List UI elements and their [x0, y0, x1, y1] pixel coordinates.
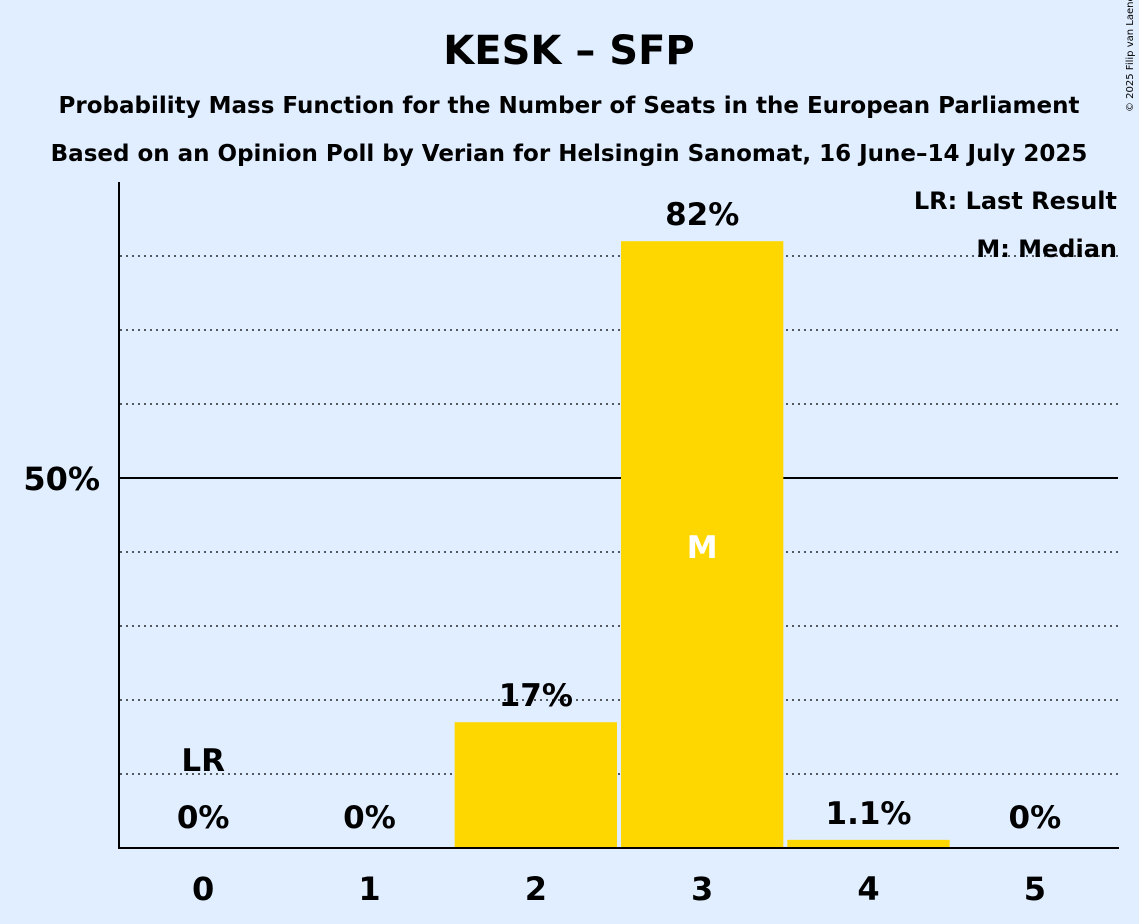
- legend-median: M: Median: [976, 235, 1117, 263]
- copyright-text: © 2025 Filip van Laenen: [1125, 0, 1136, 112]
- legend-last-result: LR: Last Result: [914, 187, 1117, 215]
- gridlines: [120, 255, 1118, 775]
- bar: [454, 722, 617, 848]
- chart-subtitle-1: Probability Mass Function for the Number…: [59, 93, 1080, 119]
- bars: [454, 241, 950, 848]
- x-tick-label: 3: [691, 870, 713, 908]
- y-tick-label: 50%: [23, 460, 100, 498]
- bar: [621, 241, 784, 848]
- data-label: 1.1%: [826, 796, 912, 832]
- x-tick-label: 2: [525, 870, 547, 908]
- data-label: 82%: [665, 197, 739, 233]
- bar: [787, 839, 950, 848]
- x-tick-label: 5: [1024, 870, 1046, 908]
- last-result-marker: LR: [181, 743, 225, 779]
- chart-title: KESK – SFP: [443, 28, 694, 74]
- data-label: 0%: [343, 800, 396, 836]
- x-tick-label: 4: [857, 870, 879, 908]
- data-labels: 0% LR 0% 17% 82% M 1.1% 0%: [177, 197, 1061, 836]
- x-tick-label: 0: [192, 870, 214, 908]
- data-label: 17%: [499, 678, 573, 714]
- median-marker: M: [687, 530, 718, 566]
- x-tick-label: 1: [358, 870, 380, 908]
- data-label: 0%: [1009, 800, 1062, 836]
- x-tick-labels: 0 1 2 3 4 5: [192, 870, 1046, 908]
- data-label: 0%: [177, 800, 230, 836]
- chart-subtitle-2: Based on an Opinion Poll by Verian for H…: [51, 141, 1088, 167]
